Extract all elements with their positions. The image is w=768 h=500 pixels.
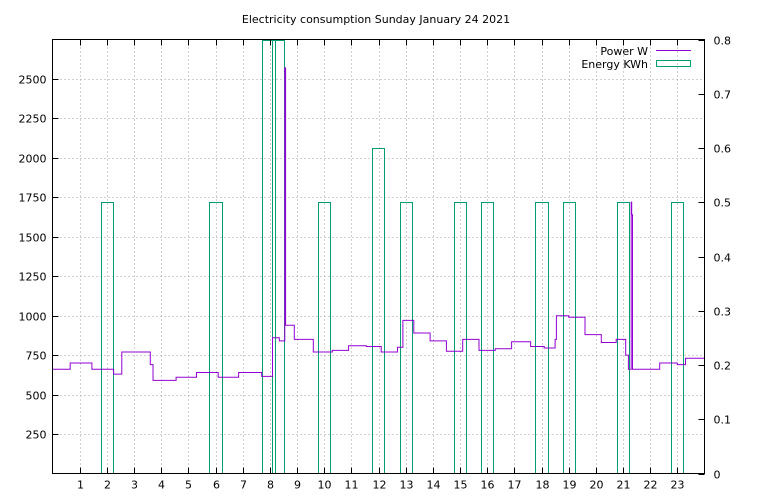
x-tick-label: 5 (185, 479, 192, 492)
energy-bar (101, 202, 114, 474)
energy-bar (272, 40, 285, 474)
axes: 1 2 3 4 5 6 7 8 9 10 11 12 13 14 15 16 17 18 19 20 21 22 23250… (19, 35, 732, 492)
x-tick-label: 12 (373, 479, 387, 492)
x-tick-label: 17 (508, 479, 522, 492)
x-tick-label: 18 (536, 479, 550, 492)
y-left-tick-label: 2500 (19, 74, 47, 87)
x-tick-label: 22 (644, 479, 658, 492)
grid (52, 39, 705, 474)
x-tick-label: 23 (671, 479, 685, 492)
y-left-tick-label: 1250 (19, 271, 47, 284)
x-tick-label: 13 (400, 479, 414, 492)
y-left-tick-label: 1000 (19, 311, 47, 324)
y-right-tick-label: 0.6 (714, 143, 732, 156)
x-tick-label: 7 (240, 479, 247, 492)
energy-bar (318, 202, 331, 474)
legend-swatch-energy (656, 60, 691, 67)
energy-bar (671, 202, 684, 474)
legend-label-power: Power W (600, 45, 648, 58)
x-tick-label: 14 (427, 479, 441, 492)
y-right-tick-label: 0.5 (714, 197, 732, 210)
y-right-tick-label: 0.3 (714, 306, 732, 319)
energy-bar (481, 202, 494, 474)
y-left-tick-label: 1500 (19, 232, 47, 245)
energy-kwh-series (101, 40, 684, 474)
legend-label-energy: Energy KWh (581, 58, 648, 71)
energy-bar (454, 202, 467, 474)
y-right-tick-label: 0.7 (714, 89, 732, 102)
y-right-tick-label: 0 (714, 469, 721, 482)
y-left-tick-label: 750 (26, 350, 47, 363)
x-tick-label: 9 (294, 479, 301, 492)
energy-bar (372, 148, 385, 474)
x-tick-label: 11 (345, 479, 359, 492)
energy-bar (563, 202, 576, 474)
x-tick-label: 6 (213, 479, 220, 492)
x-tick-label: 3 (131, 479, 138, 492)
y-left-tick-label: 250 (26, 429, 47, 442)
x-tick-label: 16 (481, 479, 495, 492)
y-right-tick-label: 0.1 (714, 414, 732, 427)
x-tick-label: 4 (158, 479, 165, 492)
x-tick-label: 2 (104, 479, 111, 492)
energy-bar (617, 202, 630, 474)
plot-frame (52, 39, 705, 474)
x-tick-label: 20 (590, 479, 604, 492)
y-right-tick-label: 0.4 (714, 252, 732, 265)
energy-bar (209, 202, 223, 474)
y-left-tick-label: 2250 (19, 113, 47, 126)
x-tick-label: 19 (563, 479, 577, 492)
x-tick-label: 21 (617, 479, 631, 492)
y-left-tick-label: 2000 (19, 153, 47, 166)
energy-bar (535, 202, 549, 474)
energy-bar (262, 40, 276, 474)
power-line (52, 67, 705, 381)
y-right-tick-label: 0.8 (714, 35, 732, 48)
x-tick-label: 10 (318, 479, 332, 492)
chart-title: Electricity consumption Sunday January 2… (242, 13, 510, 26)
y-right-tick-label: 0.2 (714, 360, 732, 373)
y-left-tick-label: 1750 (19, 192, 47, 205)
power-w-series (52, 67, 705, 381)
x-tick-label: 1 (77, 479, 84, 492)
x-tick-label: 8 (267, 479, 274, 492)
y-left-tick-label: 500 (26, 390, 47, 403)
energy-bar (400, 202, 413, 474)
x-tick-label: 15 (454, 479, 468, 492)
